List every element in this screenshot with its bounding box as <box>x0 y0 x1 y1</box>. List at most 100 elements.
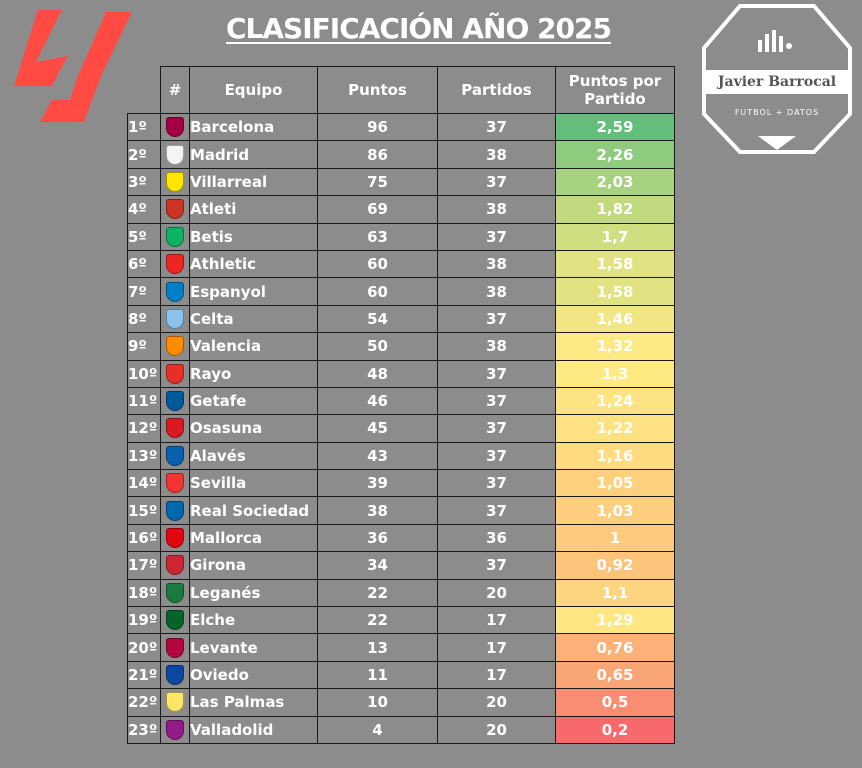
ppg-cell: 2,59 <box>555 112 675 142</box>
position-cell: 10º <box>127 359 161 388</box>
betis-crest-icon <box>166 226 184 247</box>
alaves-crest-icon <box>166 445 184 466</box>
played-cell: 37 <box>437 222 556 251</box>
athletic-crest-icon <box>166 254 184 275</box>
table-row: 9º Valencia 50 38 1,32 <box>127 332 675 361</box>
crest-cell <box>160 140 190 169</box>
table-row: 15º Real Sociedad 38 37 1,03 <box>127 496 675 525</box>
points-cell: 48 <box>317 359 438 388</box>
mallorca-crest-icon <box>166 528 184 549</box>
ppg-cell: 1,82 <box>555 195 675 224</box>
crest-cell <box>160 222 190 251</box>
table-row: 23º Valladolid 4 20 0,2 <box>127 715 675 744</box>
header-points: Puntos <box>317 66 438 114</box>
ppg-cell: 0,5 <box>555 688 675 717</box>
points-cell: 86 <box>317 140 438 169</box>
played-cell: 38 <box>437 140 556 169</box>
table-row: 12º Osasuna 45 37 1,22 <box>127 414 675 443</box>
played-cell: 38 <box>437 277 556 306</box>
ppg-cell: 0,76 <box>555 633 675 662</box>
crest-cell <box>160 304 190 334</box>
header-played: Partidos <box>437 66 556 114</box>
points-cell: 39 <box>317 469 438 498</box>
points-cell: 22 <box>317 578 438 608</box>
position-cell: 16º <box>127 523 161 553</box>
crest-cell <box>160 249 190 279</box>
ppg-cell: 0,2 <box>555 715 675 744</box>
team-name: Rayo <box>189 359 318 388</box>
osasuna-crest-icon <box>166 418 184 439</box>
team-name: Valladolid <box>189 715 318 744</box>
played-cell: 38 <box>437 249 556 279</box>
ppg-cell: 1,1 <box>555 578 675 608</box>
team-name: Mallorca <box>189 523 318 553</box>
page-title: CLASIFICACIÓN AÑO 2025 <box>226 12 612 45</box>
table-row: 14º Sevilla 39 37 1,05 <box>127 469 675 498</box>
played-cell: 37 <box>437 304 556 334</box>
team-name: Getafe <box>189 386 318 416</box>
played-cell: 20 <box>437 715 556 744</box>
levante-crest-icon <box>166 637 184 658</box>
team-name: Osasuna <box>189 414 318 443</box>
position-cell: 3º <box>127 167 161 197</box>
team-name: Athletic <box>189 249 318 279</box>
table-row: 17º Girona 34 37 0,92 <box>127 551 675 580</box>
played-cell: 37 <box>437 359 556 388</box>
header-team: Equipo <box>189 66 318 114</box>
header-rank: # <box>160 66 190 114</box>
position-cell: 14º <box>127 469 161 498</box>
ppg-cell: 1,05 <box>555 469 675 498</box>
table-row: 6º Athletic 60 38 1,58 <box>127 249 675 279</box>
valencia-crest-icon <box>166 336 184 357</box>
played-cell: 36 <box>437 523 556 553</box>
crest-cell <box>160 359 190 388</box>
points-cell: 36 <box>317 523 438 553</box>
crest-cell <box>160 414 190 443</box>
brand-tagline: FUTBOL + DATOS <box>734 108 820 117</box>
team-name: Betis <box>189 222 318 251</box>
table-row: 7º Espanyol 60 38 1,58 <box>127 277 675 306</box>
oviedo-crest-icon <box>166 665 184 685</box>
position-cell: 20º <box>127 633 161 662</box>
played-cell: 37 <box>437 496 556 525</box>
played-cell: 37 <box>437 414 556 443</box>
position-cell: 1º <box>127 112 161 142</box>
crest-cell <box>160 496 190 525</box>
atletico-crest-icon <box>166 199 184 220</box>
played-cell: 37 <box>437 441 556 471</box>
leganes-crest-icon <box>166 582 184 603</box>
points-cell: 60 <box>317 249 438 279</box>
table-row: 13º Alavés 43 37 1,16 <box>127 441 675 471</box>
laliga-logo-icon <box>14 10 132 122</box>
points-cell: 69 <box>317 195 438 224</box>
position-cell: 22º <box>127 688 161 717</box>
team-name: Oviedo <box>189 660 318 690</box>
played-cell: 38 <box>437 332 556 361</box>
villarreal-crest-icon <box>166 171 184 192</box>
ppg-cell: 1,24 <box>555 386 675 416</box>
points-cell: 34 <box>317 551 438 580</box>
table-row: 3º Villarreal 75 37 2,03 <box>127 167 675 197</box>
team-name: Leganés <box>189 578 318 608</box>
position-cell: 19º <box>127 606 161 635</box>
played-cell: 20 <box>437 578 556 608</box>
table-row: 16º Mallorca 36 36 1 <box>127 523 675 553</box>
real-sociedad-crest-icon <box>166 500 184 521</box>
header-ppg: Puntos por Partido <box>555 66 675 114</box>
crest-cell <box>160 167 190 197</box>
valladolid-crest-icon <box>166 719 184 740</box>
ppg-cell: 1,22 <box>555 414 675 443</box>
team-name: Villarreal <box>189 167 318 197</box>
table-row: 21º Oviedo 11 17 0,65 <box>127 660 675 690</box>
position-cell: 12º <box>127 414 161 443</box>
team-name: Valencia <box>189 332 318 361</box>
table-row: 20º Levante 13 17 0,76 <box>127 633 675 662</box>
celta-crest-icon <box>166 308 184 329</box>
ppg-cell: 2,26 <box>555 140 675 169</box>
points-cell: 60 <box>317 277 438 306</box>
team-name: Levante <box>189 633 318 662</box>
ppg-cell: 1,46 <box>555 304 675 334</box>
points-cell: 38 <box>317 496 438 525</box>
position-cell: 21º <box>127 660 161 690</box>
position-cell: 23º <box>127 715 161 744</box>
